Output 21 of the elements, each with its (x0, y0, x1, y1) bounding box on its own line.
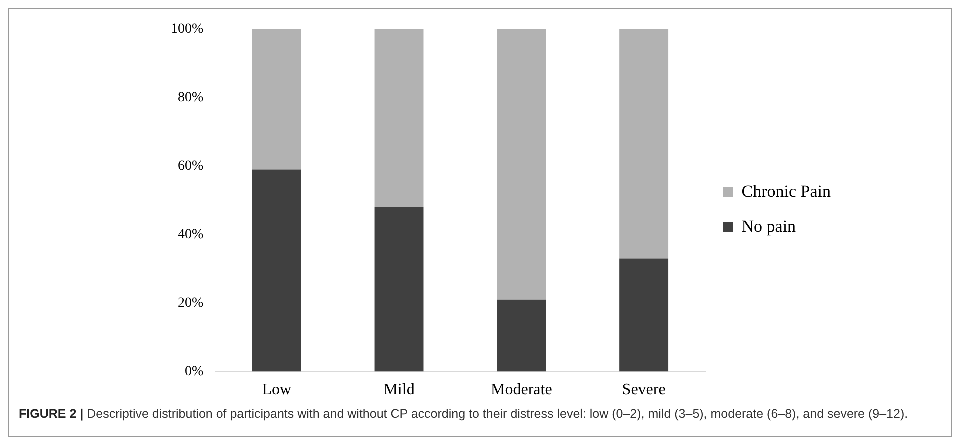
y-tick-label: 0% (184, 364, 204, 380)
y-tick-label: 20% (178, 296, 204, 311)
x-tick-label: Mild (384, 382, 415, 399)
y-tick-label: 80% (178, 90, 204, 106)
bar (374, 207, 424, 372)
x-tick-label: Low (262, 382, 292, 399)
bar (620, 258, 669, 372)
caption: FIGURE 2 | Descriptive distribution of participants with and without CP according to their distress level: low (0–2), mild (3–5), moderate (6–8), and severe (9–12). (18, 406, 910, 421)
bar (252, 29, 302, 170)
bar (374, 29, 424, 208)
y-tick-label: 40% (178, 228, 204, 243)
x-tick-label: Moderate (491, 382, 552, 399)
legend-label: No pain (742, 216, 797, 236)
y-tick-label: 60% (178, 159, 204, 174)
bar (252, 170, 302, 372)
legend-label: Chronic Pain (742, 182, 832, 201)
bar (497, 29, 546, 300)
x-tick-label: Severe (622, 382, 666, 399)
bar (497, 300, 546, 372)
bar (620, 29, 669, 259)
y-tick-label: 100% (170, 22, 204, 38)
